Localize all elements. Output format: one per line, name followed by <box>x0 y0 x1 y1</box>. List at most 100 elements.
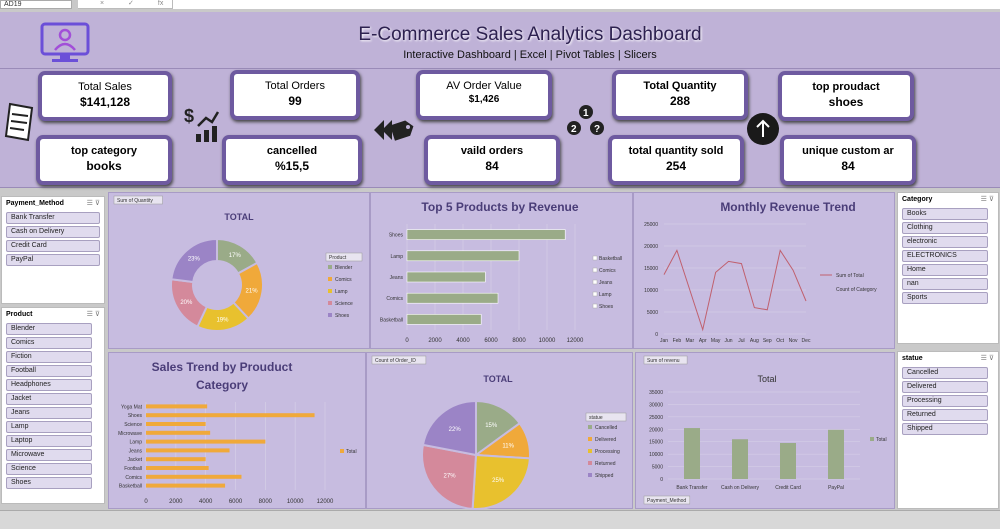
slicer-item[interactable]: Books <box>902 208 988 220</box>
numbers-icon: 1 2 ? <box>567 105 604 135</box>
x-tick-label: 6000 <box>229 499 243 505</box>
chart-tag: Sum of revenu <box>647 358 680 364</box>
legend-swatch <box>592 255 598 261</box>
clear-filter-icon[interactable]: ☰ ⊽ <box>980 196 994 203</box>
legend-filter-box <box>585 412 627 422</box>
slicer-item[interactable]: Jeans <box>6 407 92 419</box>
legend-label: Comics <box>599 268 616 274</box>
fx-icon[interactable]: fx <box>157 0 164 7</box>
svg-text:2: 2 <box>571 124 577 135</box>
legend-label: Returned <box>595 461 616 467</box>
x-tick-label: 4000 <box>199 499 213 505</box>
kpi-label: top proudact <box>812 81 880 93</box>
y-tick-label: 0 <box>655 332 658 338</box>
kpi-top-category: top category books <box>36 135 172 185</box>
y-tick-label: Shoes <box>389 233 404 239</box>
clear-filter-icon[interactable]: ☰ ⊽ <box>86 311 100 318</box>
slicer-item[interactable]: Laptop <box>6 435 92 447</box>
chart-panel-monthly <box>633 192 895 349</box>
slicer-item[interactable]: ELECTRONICS <box>902 250 988 262</box>
slicer-header: statue ☰ ⊽ <box>898 352 998 365</box>
y-tick-label: 5000 <box>647 310 658 316</box>
kpi-label: unique custom ar <box>802 145 894 157</box>
donut-data-label: 21% <box>246 288 259 294</box>
y-tick-label: Microwave <box>118 431 142 437</box>
legend-label: Science <box>335 301 353 307</box>
arrow-up-icon <box>747 113 779 145</box>
bar <box>828 429 844 479</box>
x-tick-label: PayPal <box>828 485 844 491</box>
dashboard-subtitle: Interactive Dashboard | Excel | Pivot Ta… <box>403 49 657 61</box>
slicer-item[interactable]: Cancelled <box>902 367 988 379</box>
x-tick-label: 8000 <box>259 499 273 505</box>
kpi-label: Total Orders <box>265 80 325 92</box>
bar <box>146 466 209 470</box>
legend-swatch <box>328 313 332 317</box>
legend-label: Delivered <box>595 437 616 443</box>
legend-label: Comics <box>335 277 352 283</box>
slicer-item[interactable]: Lamp <box>6 421 92 433</box>
y-tick-label: 15000 <box>649 440 663 446</box>
slicer-title: Category <box>902 196 933 203</box>
slicer-item[interactable]: Jacket <box>6 393 92 405</box>
kpi-valid-orders: vaild orders 84 <box>424 135 560 185</box>
bar <box>406 292 499 304</box>
legend-swatch <box>328 301 332 305</box>
slicer-item[interactable]: Cash on Delivery <box>6 226 100 238</box>
kpi-label: Total Quantity <box>643 80 717 92</box>
sheet-tab-bar <box>0 510 1000 529</box>
confirm-icon[interactable]: ✓ <box>128 0 134 7</box>
slicer-item[interactable]: Processing <box>902 395 988 407</box>
kpi-cancelled: cancelled %15,5 <box>222 135 362 185</box>
slicer-product: Product ☰ ⊽ Blender Comics Fiction Football… <box>1 307 105 504</box>
slicer-item[interactable]: Fiction <box>6 351 92 363</box>
slicer-item[interactable]: Science <box>6 463 92 475</box>
kpi-value: %15,5 <box>274 159 310 173</box>
x-tick-label: Oct <box>776 338 784 344</box>
pie-data-label: 25% <box>492 478 505 484</box>
x-tick-label: Aug <box>750 338 759 344</box>
legend-swatch <box>328 289 332 293</box>
clear-filter-icon[interactable]: ☰ ⊽ <box>980 355 994 362</box>
slicer-item[interactable]: Shipped <box>902 423 988 435</box>
slicer-item[interactable]: Blender <box>6 323 92 335</box>
slicer-item[interactable]: nan <box>902 278 988 290</box>
clear-filter-icon[interactable]: ☰ ⊽ <box>86 200 100 207</box>
y-tick-label: Science <box>124 422 142 428</box>
slicer-item[interactable]: Returned <box>902 409 988 421</box>
slicer-item[interactable]: electronic <box>902 236 988 248</box>
y-tick-label: Lamp <box>129 440 142 446</box>
legend-swatch <box>588 461 592 465</box>
slicer-payment-method: Payment_Method ☰ ⊽ Bank Transfer Cash on… <box>1 196 105 304</box>
svg-text:1: 1 <box>583 108 589 119</box>
slicer-item[interactable]: Delivered <box>902 381 988 393</box>
slicer-item[interactable]: Microwave <box>6 449 92 461</box>
legend-label: Shoes <box>335 313 350 319</box>
chart-filter: Payment_Method <box>647 498 686 504</box>
y-tick-label: Lamp <box>390 254 403 260</box>
formula-input[interactable] <box>172 0 1000 9</box>
slicer-item[interactable]: Sports <box>902 292 988 304</box>
kpi-value: 84 <box>485 159 499 173</box>
x-tick-label: 8000 <box>512 338 526 344</box>
slicer-item[interactable]: Shoes <box>6 477 92 489</box>
chart-title: Category <box>196 378 248 392</box>
cancel-icon[interactable]: × <box>100 0 105 7</box>
slicer-item[interactable]: Bank Transfer <box>6 212 100 224</box>
slicer-item[interactable]: Headphones <box>6 379 92 391</box>
slicer-item[interactable]: Clothing <box>902 222 988 234</box>
x-tick-label: 10000 <box>539 338 556 344</box>
slicer-item[interactable]: Home <box>902 264 988 276</box>
name-box[interactable]: AD19 <box>0 0 72 9</box>
legend-title: Product <box>329 255 347 261</box>
slicer-item[interactable]: Football <box>6 365 92 377</box>
slicer-item[interactable]: Credit Card <box>6 240 100 252</box>
slicer-item[interactable]: Comics <box>6 337 92 349</box>
bar <box>146 413 315 418</box>
pie-slice <box>421 399 477 457</box>
x-tick-label: Apr <box>699 338 707 344</box>
y-tick-label: Basketball <box>380 317 403 323</box>
x-tick-label: Jul <box>738 338 744 344</box>
slicer-item[interactable]: PayPal <box>6 254 100 266</box>
